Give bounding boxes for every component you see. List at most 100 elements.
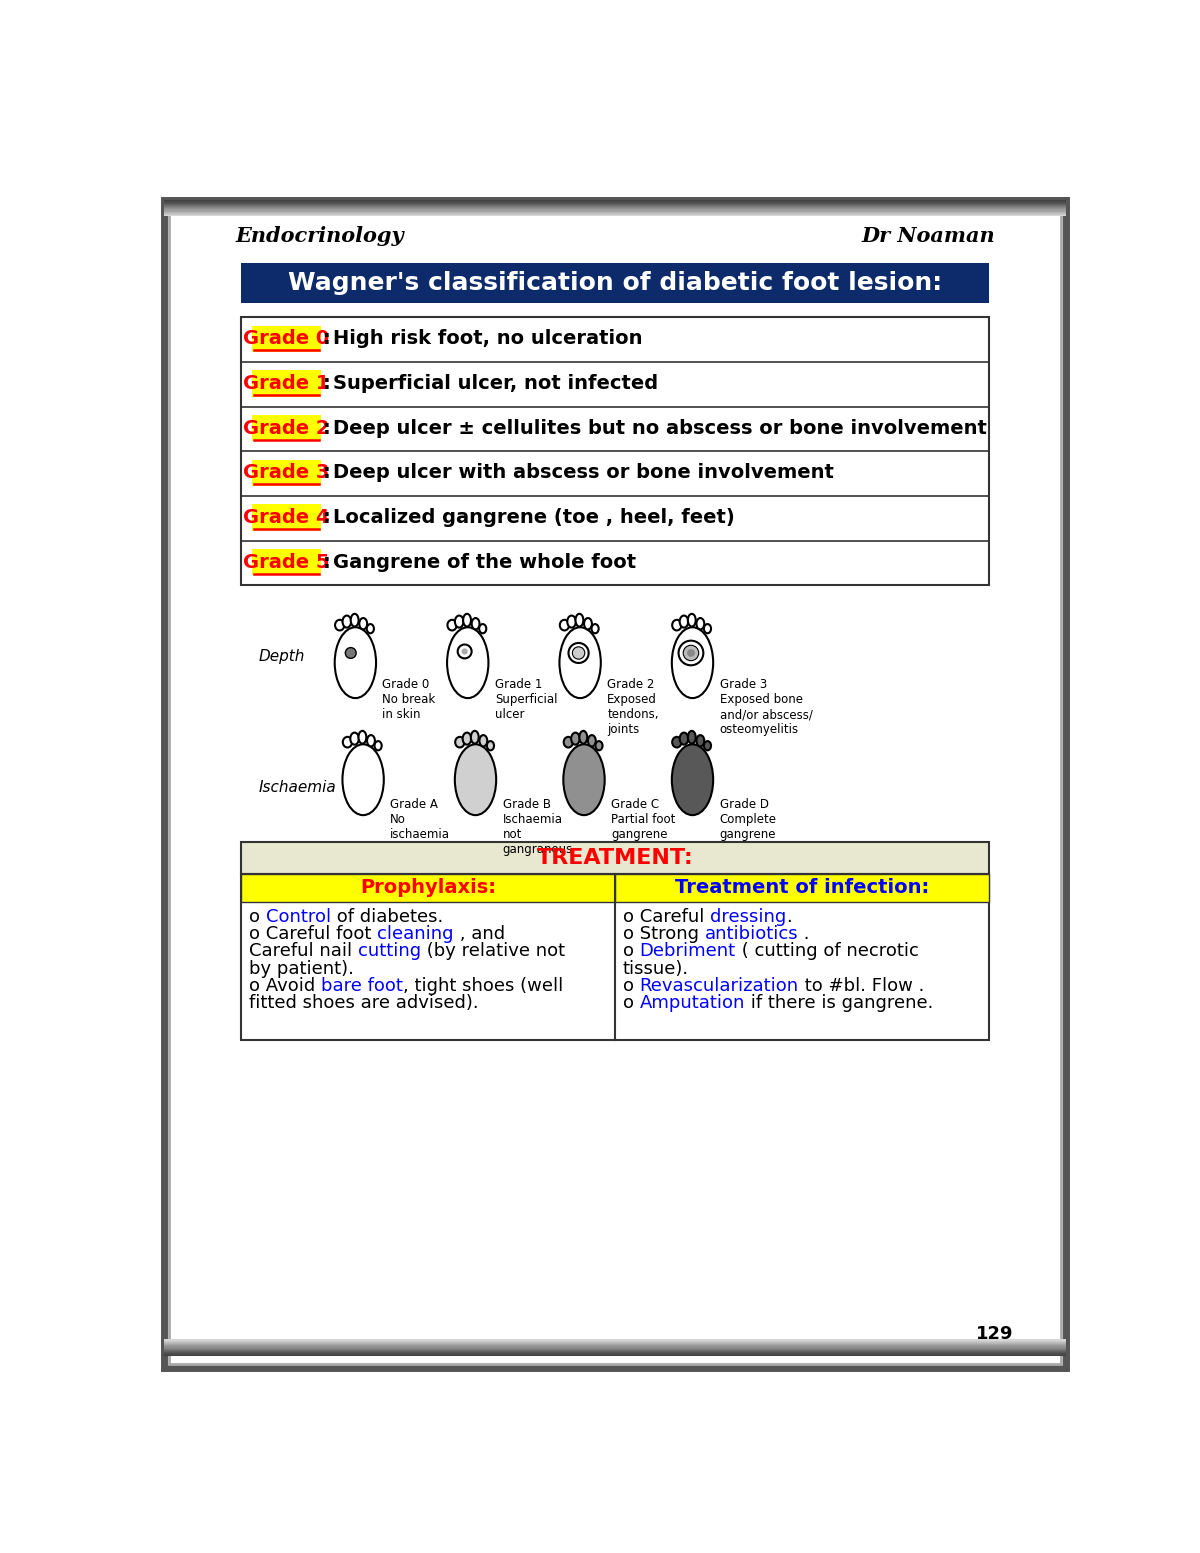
Text: Localized gangrene (toe , heel, feet): Localized gangrene (toe , heel, feet)	[332, 508, 734, 526]
Ellipse shape	[342, 744, 384, 815]
Ellipse shape	[343, 736, 352, 747]
Text: Wagner's classification of diabetic foot lesion:: Wagner's classification of diabetic foot…	[288, 272, 942, 295]
Circle shape	[688, 649, 695, 657]
Circle shape	[462, 648, 468, 654]
Bar	[252, 415, 320, 441]
Text: Grade B
Ischaemia
not
gangranous: Grade B Ischaemia not gangranous	[503, 798, 572, 856]
Circle shape	[346, 648, 356, 658]
Text: Grade A
No
ischaemia: Grade A No ischaemia	[390, 798, 450, 840]
Text: :: :	[323, 329, 330, 348]
Text: tissue).: tissue).	[623, 960, 689, 978]
Ellipse shape	[672, 744, 713, 815]
Text: Grade C
Partial foot
gangrene: Grade C Partial foot gangrene	[611, 798, 676, 840]
Text: :: :	[323, 553, 330, 572]
Circle shape	[457, 644, 472, 658]
Ellipse shape	[580, 731, 587, 744]
Text: Treatment of infection:: Treatment of infection:	[674, 879, 929, 898]
Ellipse shape	[335, 620, 344, 631]
Text: Deep ulcer with abscess or bone involvement: Deep ulcer with abscess or bone involvem…	[332, 463, 834, 483]
Ellipse shape	[559, 627, 601, 699]
Text: TREATMENT:: TREATMENT:	[536, 848, 694, 868]
Bar	[241, 842, 989, 874]
Text: Grade 1
Superficial
ulcer: Grade 1 Superficial ulcer	[494, 679, 557, 722]
Text: o Strong: o Strong	[623, 926, 704, 943]
Text: o: o	[623, 994, 640, 1013]
Text: .: .	[798, 926, 810, 943]
Text: 129: 129	[976, 1325, 1014, 1343]
Text: :: :	[323, 419, 330, 438]
Ellipse shape	[374, 741, 382, 750]
Ellipse shape	[564, 736, 572, 747]
Text: dressing: dressing	[710, 909, 786, 926]
Text: fitted shoes are advised).: fitted shoes are advised).	[250, 994, 479, 1013]
Ellipse shape	[584, 618, 592, 629]
Text: Debriment: Debriment	[640, 943, 736, 960]
Bar	[252, 460, 320, 486]
Bar	[252, 370, 320, 396]
Text: Gangrene of the whole foot: Gangrene of the whole foot	[332, 553, 636, 572]
Ellipse shape	[470, 731, 479, 744]
Ellipse shape	[350, 613, 359, 626]
Ellipse shape	[563, 744, 605, 815]
Text: Prophylaxis:: Prophylaxis:	[360, 879, 497, 898]
Ellipse shape	[463, 733, 472, 744]
Bar	[241, 874, 616, 902]
Text: Grade 0: Grade 0	[244, 329, 330, 348]
Bar	[616, 874, 989, 902]
Text: Grade 2
Exposed
tendons,
joints: Grade 2 Exposed tendons, joints	[607, 679, 659, 736]
Text: Grade 3: Grade 3	[244, 463, 330, 483]
Text: Grade 3
Exposed bone
and/or abscess/
osteomyelitis: Grade 3 Exposed bone and/or abscess/ ost…	[720, 679, 812, 736]
Ellipse shape	[455, 736, 464, 747]
Text: Ischaemia: Ischaemia	[258, 780, 336, 795]
Text: :: :	[323, 508, 330, 526]
Text: Grade 0
No break
in skin: Grade 0 No break in skin	[383, 679, 436, 722]
Text: o: o	[250, 909, 266, 926]
Ellipse shape	[688, 731, 696, 744]
Ellipse shape	[571, 733, 580, 744]
Text: Revascularization: Revascularization	[640, 977, 799, 995]
Bar	[252, 550, 320, 575]
Text: cutting: cutting	[358, 943, 421, 960]
Text: (by relative not: (by relative not	[421, 943, 565, 960]
Ellipse shape	[560, 620, 569, 631]
Ellipse shape	[463, 613, 470, 626]
Ellipse shape	[672, 620, 682, 631]
Ellipse shape	[679, 615, 689, 627]
Ellipse shape	[455, 615, 463, 627]
Ellipse shape	[576, 613, 583, 626]
Text: Careful nail: Careful nail	[250, 943, 358, 960]
Bar	[252, 505, 320, 531]
Text: o: o	[623, 977, 640, 995]
Text: o: o	[623, 943, 640, 960]
Text: .: .	[786, 909, 792, 926]
Text: Superficial ulcer, not infected: Superficial ulcer, not infected	[332, 374, 658, 393]
Ellipse shape	[359, 731, 366, 744]
Text: if there is gangrene.: if there is gangrene.	[745, 994, 934, 1013]
Text: o Careful: o Careful	[623, 909, 710, 926]
Bar	[241, 874, 989, 1039]
Text: Deep ulcer ± cellulites but no abscess or bone involvement: Deep ulcer ± cellulites but no abscess o…	[332, 419, 986, 438]
Ellipse shape	[672, 627, 713, 699]
Text: :: :	[323, 463, 330, 483]
Circle shape	[683, 646, 698, 660]
Text: bare foot: bare foot	[322, 977, 403, 995]
Bar	[241, 264, 989, 303]
Ellipse shape	[367, 624, 374, 634]
Ellipse shape	[704, 624, 712, 634]
Text: of diabetes.: of diabetes.	[331, 909, 443, 926]
Ellipse shape	[595, 741, 602, 750]
Text: Depth: Depth	[258, 649, 305, 665]
Text: antibiotics: antibiotics	[704, 926, 798, 943]
Ellipse shape	[672, 736, 682, 747]
Text: , tight shoes (well: , tight shoes (well	[403, 977, 563, 995]
Text: Grade D
Complete
gangrene: Grade D Complete gangrene	[720, 798, 776, 840]
Ellipse shape	[704, 741, 712, 750]
Text: High risk foot, no ulceration: High risk foot, no ulceration	[332, 329, 642, 348]
Text: Grade 1: Grade 1	[244, 374, 330, 393]
Ellipse shape	[679, 733, 689, 744]
Ellipse shape	[588, 735, 595, 747]
Text: , and: , and	[454, 926, 505, 943]
Circle shape	[678, 641, 703, 665]
Text: Dr Noaman: Dr Noaman	[862, 227, 995, 247]
Text: o Careful foot: o Careful foot	[250, 926, 377, 943]
